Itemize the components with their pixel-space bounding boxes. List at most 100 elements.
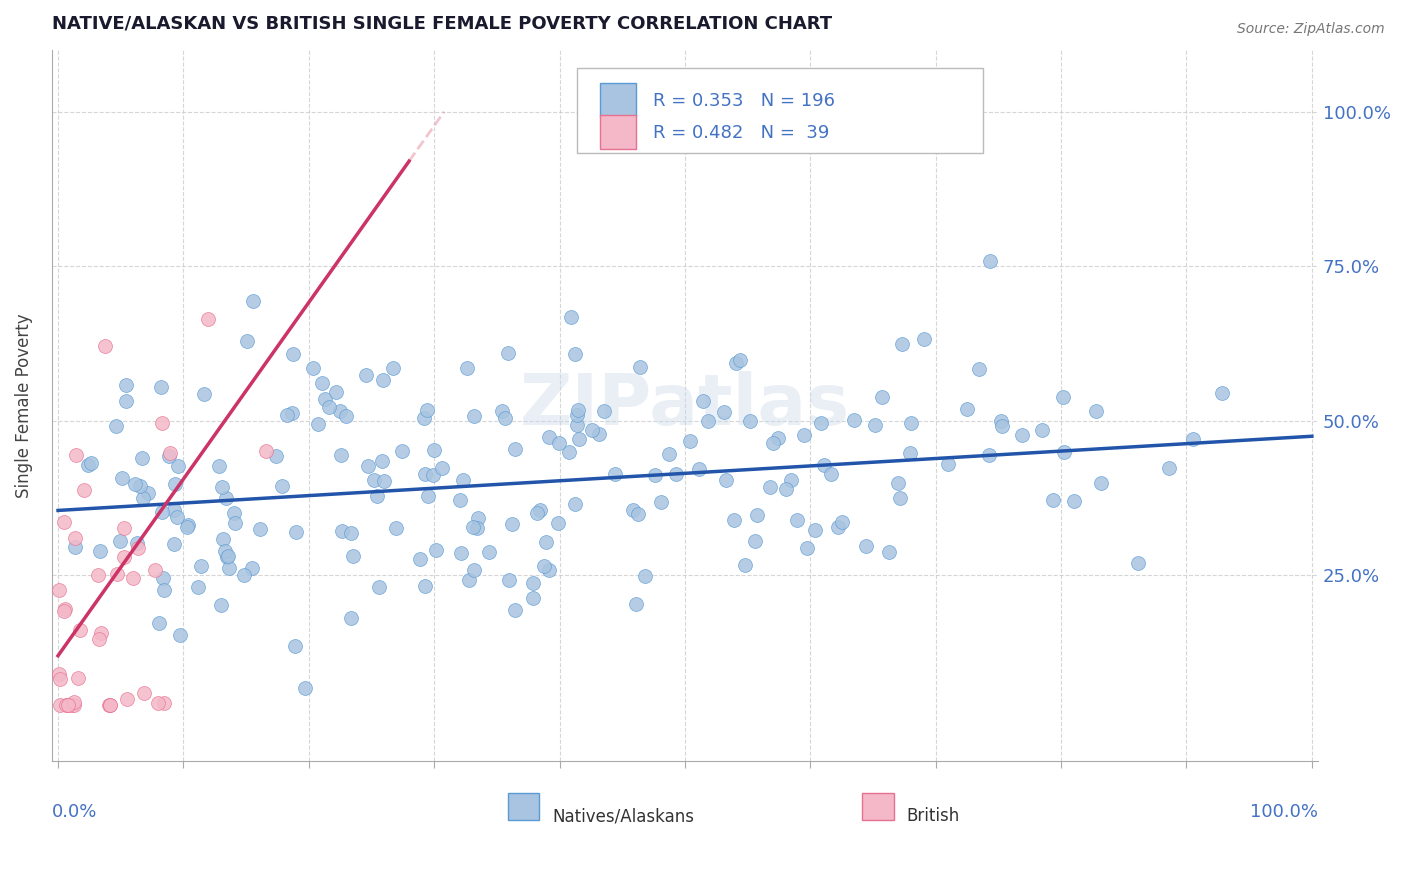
Point: [560, 310, 582, 324]
Point: [311, 376, 333, 391]
Point: [621, 503, 644, 517]
Point: [537, 430, 560, 444]
Point: [478, 545, 501, 559]
Point: [900, 416, 922, 430]
Point: [491, 403, 513, 417]
Point: [679, 434, 702, 448]
Point: [738, 414, 761, 428]
Point: [567, 402, 589, 417]
Point: [342, 549, 364, 564]
Point: [254, 444, 277, 458]
Point: [786, 513, 808, 527]
Point: [498, 573, 520, 587]
Point: [744, 534, 766, 549]
Point: [558, 445, 581, 459]
Point: [193, 386, 215, 401]
Point: [132, 686, 155, 700]
Point: [526, 506, 548, 520]
Point: [132, 491, 155, 505]
Point: [890, 337, 912, 351]
Point: [159, 445, 181, 459]
Point: [505, 442, 527, 457]
Point: [166, 510, 188, 524]
Point: [1031, 423, 1053, 437]
Point: [152, 571, 174, 585]
Point: [522, 591, 544, 605]
Point: [125, 536, 148, 550]
Point: [167, 458, 190, 473]
Point: [430, 461, 453, 475]
Point: [465, 521, 488, 535]
Point: [533, 558, 555, 573]
Point: [463, 409, 485, 423]
Point: [307, 417, 329, 431]
Point: [124, 477, 146, 491]
Point: [302, 361, 325, 376]
Point: [94, 339, 117, 353]
Point: [650, 494, 672, 508]
Point: [1052, 390, 1074, 404]
Point: [354, 368, 377, 383]
Point: [413, 411, 436, 425]
Point: [415, 579, 437, 593]
Point: [197, 311, 219, 326]
Point: [796, 541, 818, 555]
Point: [163, 476, 186, 491]
Point: [55, 698, 77, 713]
Bar: [600, 115, 636, 149]
Point: [56, 698, 79, 713]
Point: [827, 519, 849, 533]
Point: [271, 479, 294, 493]
Point: [565, 408, 588, 422]
Point: [53, 515, 76, 529]
Point: [422, 443, 444, 458]
Point: [766, 431, 789, 445]
Point: [131, 451, 153, 466]
Point: [60, 698, 83, 713]
Point: [730, 353, 752, 368]
Point: [187, 580, 209, 594]
Point: [813, 458, 835, 472]
Point: [1181, 432, 1204, 446]
Point: [98, 698, 121, 713]
Point: [564, 347, 586, 361]
Point: [53, 602, 76, 616]
Point: [366, 489, 388, 503]
Point: [208, 458, 231, 473]
Point: [956, 401, 979, 416]
Point: [567, 417, 589, 432]
Point: [564, 496, 586, 510]
Point: [63, 698, 86, 713]
Point: [534, 535, 557, 549]
Point: [498, 346, 520, 360]
Text: Source: ZipAtlas.com: Source: ZipAtlas.com: [1237, 22, 1385, 37]
Point: [112, 550, 135, 565]
Point: [450, 546, 472, 560]
Point: [114, 377, 136, 392]
Point: [314, 392, 336, 407]
Bar: [600, 83, 636, 118]
Point: [548, 436, 571, 450]
Point: [48, 583, 70, 598]
Point: [697, 415, 720, 429]
Point: [48, 698, 70, 713]
Point: [242, 293, 264, 308]
Point: [89, 544, 111, 558]
Point: [416, 403, 439, 417]
Point: [456, 361, 478, 376]
Point: [150, 416, 173, 430]
Point: [214, 491, 236, 506]
Point: [713, 404, 735, 418]
Point: [87, 568, 110, 582]
Point: [112, 521, 135, 535]
Text: R = 0.482   N =  39: R = 0.482 N = 39: [654, 124, 830, 142]
Point: [688, 461, 710, 475]
Point: [339, 611, 361, 625]
Point: [115, 393, 138, 408]
Point: [898, 446, 921, 460]
Point: [214, 543, 236, 558]
Point: [658, 447, 681, 461]
Point: [373, 474, 395, 488]
Point: [48, 666, 70, 681]
Point: [373, 373, 395, 387]
